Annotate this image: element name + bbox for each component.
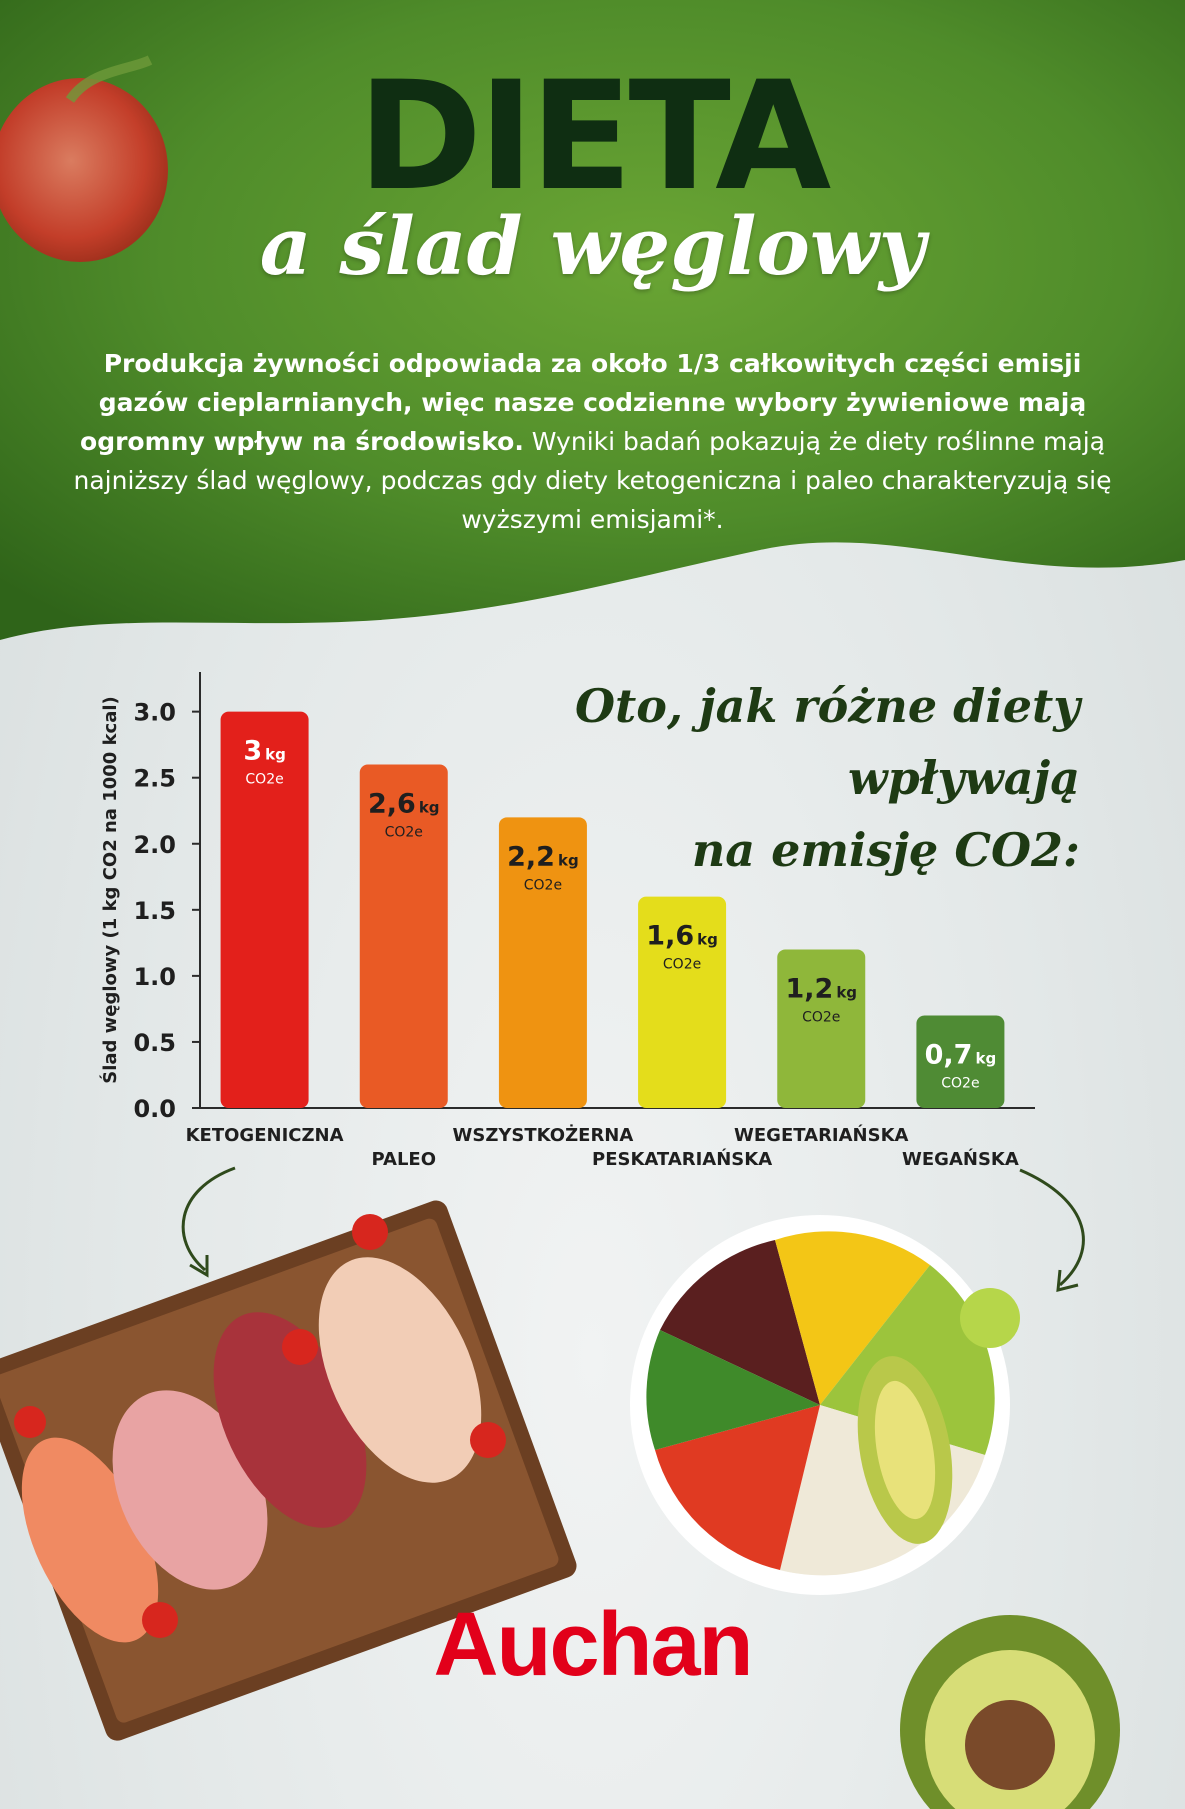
vegan-bowl-image [630, 1215, 1020, 1595]
bar [777, 949, 866, 1108]
bar [220, 711, 309, 1108]
arrow-right-icon [1019, 1168, 1085, 1287]
y-tick-label: 2.5 [133, 765, 176, 793]
category-label: WSZYSTKOŻERNA [453, 1124, 634, 1146]
intro-text: Produkcja żywności odpowiada za około 1/… [60, 344, 1125, 539]
y-tick-label: 1.0 [133, 963, 176, 991]
y-tick-label: 0.0 [133, 1095, 176, 1123]
bar-value-label: 0,7 kg [925, 1040, 997, 1071]
category-label: WEGAŃSKA [902, 1148, 1019, 1170]
bar-value-label: 1,2 kg [785, 973, 857, 1004]
bar [916, 1015, 1005, 1108]
y-tick-label: 3.0 [133, 699, 176, 727]
bar [638, 896, 727, 1108]
page-title: DIETA [357, 50, 832, 224]
bar-chart: 0.0 0.5 1.0 1.5 2.0 2.5 3.0 Ślad węglowy (1 kg … [99, 672, 1035, 1170]
chart-heading-line1: Oto, jak różne diety wpływają [574, 679, 1080, 805]
meat-board-image [0, 1200, 577, 1741]
y-axis-label: Ślad węglowy (1 kg CO2 na 1000 kcal) [99, 696, 121, 1084]
header-green-wave [0, 0, 1185, 640]
page-subtitle: a ślad węglowy [259, 199, 926, 293]
bar-unit-label: CO2e [663, 957, 701, 973]
bar-value-label: 2,6 kg [368, 788, 440, 819]
y-tick-label: 0.5 [133, 1029, 176, 1057]
avocado-image [900, 1615, 1120, 1809]
bar-unit-label: CO2e [245, 772, 283, 788]
bar-unit-label: CO2e [385, 824, 423, 840]
tomato-image [0, 55, 168, 262]
chart-heading-line2: na emisję CO2: [691, 823, 1080, 877]
intro-regular-text: Wyniki badań pokazują że diety roślinne … [73, 427, 1112, 534]
bar-value-label: 1,6 kg [646, 921, 718, 952]
category-label: PESKATARIAŃSKA [592, 1148, 772, 1170]
category-label: KETOGENICZNA [186, 1125, 344, 1146]
bar-unit-label: CO2e [802, 1009, 840, 1025]
bar [498, 817, 587, 1108]
category-label: PALEO [371, 1149, 436, 1170]
bar-value-label: 2,2 kg [507, 841, 579, 872]
bar [359, 764, 448, 1108]
arrow-left-icon [181, 1166, 236, 1272]
y-tick-label: 2.0 [133, 831, 176, 859]
bar-unit-label: CO2e [524, 877, 562, 893]
bar-value-label: 3 kg [243, 736, 286, 767]
arrow-left-head-icon [189, 1255, 209, 1278]
arrow-right-head-icon [1056, 1269, 1079, 1292]
bar-unit-label: CO2e [941, 1076, 979, 1092]
category-label: WEGETARIAŃSKA [734, 1124, 908, 1146]
intro-bold-text: Produkcja żywności odpowiada za około 1/… [80, 349, 1087, 456]
auchan-logo: Auchan [433, 1595, 753, 1695]
y-tick-label: 1.5 [133, 897, 176, 925]
chart-heading: Oto, jak różne diety wpływają na emisję … [400, 670, 1080, 886]
